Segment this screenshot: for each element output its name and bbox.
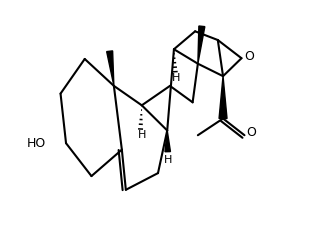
Polygon shape xyxy=(219,76,227,118)
Polygon shape xyxy=(107,51,114,86)
Polygon shape xyxy=(198,26,205,64)
Text: HO: HO xyxy=(27,137,46,150)
Text: O: O xyxy=(246,126,256,139)
Polygon shape xyxy=(165,131,170,152)
Text: H: H xyxy=(138,130,146,140)
Text: O: O xyxy=(244,50,254,64)
Text: H: H xyxy=(172,73,180,83)
Text: H: H xyxy=(163,155,172,165)
